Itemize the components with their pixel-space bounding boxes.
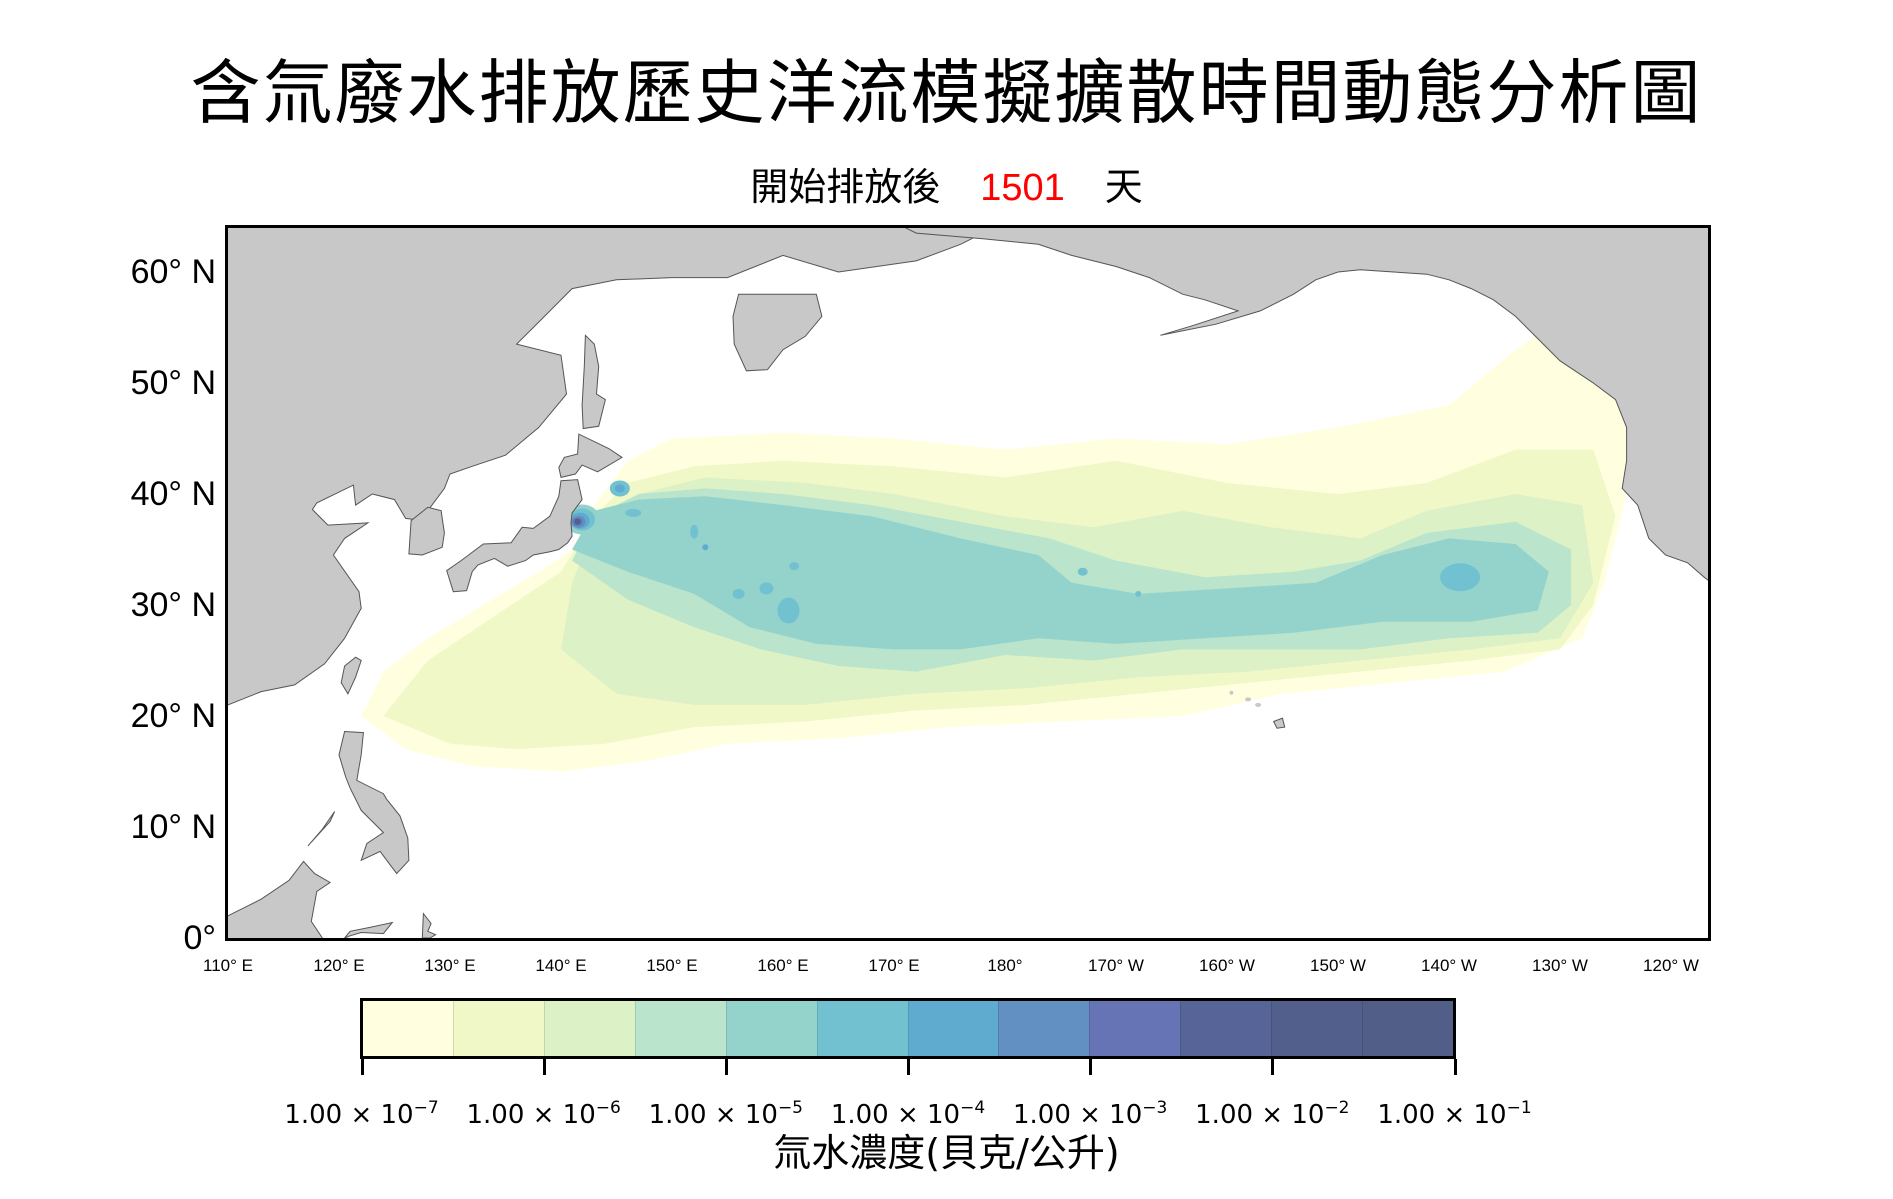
colorbar-segment <box>543 1001 635 1056</box>
contour-spot <box>690 524 699 539</box>
tick-exponent: −2 <box>1324 1098 1350 1118</box>
land-sakhalin <box>581 334 606 430</box>
x-tick-label: 160° W <box>1199 956 1255 975</box>
colorbar-segment <box>816 1001 908 1056</box>
contour-spot <box>614 484 625 493</box>
land-halmahera <box>421 912 437 938</box>
contour-source-core <box>574 518 581 525</box>
map-plot-area <box>225 225 1711 941</box>
x-tick-label: 130° W <box>1532 956 1588 975</box>
y-tick-label: 0° <box>183 919 216 957</box>
x-tick-label: 140° W <box>1421 956 1477 975</box>
x-tick-label: 170° E <box>868 956 920 975</box>
x-tick-label: 170° W <box>1088 956 1144 975</box>
colorbar-segment <box>1362 1001 1454 1056</box>
x-tick-label: 120° E <box>313 956 365 975</box>
colorbar-tick <box>1089 1059 1093 1075</box>
colorbar-segment <box>1271 1001 1363 1056</box>
contour-spot <box>759 582 774 595</box>
tick-mantissa: 1.00 × 10 <box>830 1100 961 1130</box>
x-tick-label: 110° E <box>203 956 253 975</box>
colorbar-segment <box>363 1001 453 1056</box>
colorbar-tick-label: 1.00 × 10−3 <box>990 1090 1190 1133</box>
contour-spot <box>702 544 709 551</box>
colorbar-segment <box>634 1001 726 1056</box>
x-tick-label: 150° E <box>646 956 698 975</box>
subtitle-suffix: 天 <box>1104 165 1143 209</box>
colorbar-tick-label: 1.00 × 10−2 <box>1172 1090 1372 1133</box>
y-tick-label: 10° N <box>130 808 216 846</box>
x-tick-label: 120° W <box>1643 956 1699 975</box>
land-hokkaido <box>558 433 623 479</box>
contour-spot-eastern <box>1440 563 1481 592</box>
y-tick-label: 20° N <box>130 697 216 735</box>
land-hawaii-islet <box>1229 690 1234 695</box>
colorbar-tick <box>907 1059 910 1075</box>
land-japan <box>446 479 583 593</box>
x-tick-label: 180° <box>987 956 1023 975</box>
contour-spot <box>1077 567 1088 576</box>
tick-exponent: −6 <box>595 1098 621 1118</box>
y-tick-label: 60° N <box>130 253 216 291</box>
contour-spot <box>732 588 745 599</box>
y-tick-label: 50° N <box>130 364 216 402</box>
subtitle-prefix: 開始排放後 <box>750 165 941 209</box>
colorbar-tick <box>1271 1059 1275 1075</box>
land-borneo <box>228 860 332 938</box>
colorbar-tick <box>542 1059 546 1075</box>
colorbar-segment <box>1089 1001 1181 1056</box>
land-hawaii-islet <box>1255 702 1262 707</box>
land-sulawesi <box>344 921 394 938</box>
tick-mantissa: 1.00 × 10 <box>1012 1100 1143 1130</box>
land-hawaii-islet <box>1245 697 1252 702</box>
colorbar-tick-label: 1.00 × 10−5 <box>626 1090 826 1133</box>
colorbar-tick <box>724 1059 728 1075</box>
x-tick-label: 140° E <box>535 956 587 975</box>
contour-spot <box>777 597 800 624</box>
colorbar-tick-label: 1.00 × 10−4 <box>808 1090 1008 1133</box>
land-hawaii <box>1272 717 1286 729</box>
contour-spot <box>625 508 642 517</box>
colorbar-segment <box>725 1001 817 1056</box>
tick-mantissa: 1.00 × 10 <box>284 1100 414 1130</box>
chart-title: 含氚廢水排放歷史洋流模擬擴散時間動態分析圖 <box>190 52 1703 134</box>
colorbar <box>360 998 1456 1059</box>
y-tick-label: 40° N <box>130 475 216 513</box>
tick-exponent: −7 <box>413 1098 439 1118</box>
land-philippines <box>338 730 410 875</box>
x-tick-label: 130° E <box>424 956 476 975</box>
day-counter: 1501 <box>980 167 1065 209</box>
colorbar-segment <box>998 1001 1090 1056</box>
tick-mantissa: 1.00 × 10 <box>466 1100 596 1130</box>
colorbar-segment <box>452 1001 544 1056</box>
x-tick-label: 150° W <box>1310 956 1366 975</box>
colorbar-tick <box>1453 1059 1457 1075</box>
contour-level-5 <box>572 496 1549 650</box>
tick-exponent: −3 <box>1142 1098 1168 1118</box>
tick-mantissa: 1.00 × 10 <box>648 1100 778 1130</box>
tick-exponent: −4 <box>960 1098 986 1118</box>
colorbar-tick-label: 1.00 × 10−1 <box>1355 1090 1555 1133</box>
chart-subtitle: 開始排放後 1501 天 <box>0 162 1893 213</box>
colorbar-label: 氚水濃度(貝克/公升) <box>773 1131 1120 1175</box>
y-tick-label: 30° N <box>130 586 216 624</box>
x-tick-label: 160° E <box>757 956 809 975</box>
contour-spot <box>1135 590 1142 597</box>
map-svg <box>228 228 1708 938</box>
land-north-america <box>904 228 1708 581</box>
colorbar-tick-label: 1.00 × 10−6 <box>444 1090 644 1133</box>
colorbar-segment <box>907 1001 999 1056</box>
land-korea <box>408 506 445 556</box>
contour-spot <box>789 562 800 571</box>
tick-mantissa: 1.00 × 10 <box>1377 1100 1507 1130</box>
tick-mantissa: 1.00 × 10 <box>1195 1100 1325 1130</box>
colorbar-tick-label: 1.00 × 10−7 <box>262 1090 462 1133</box>
land-taiwan <box>340 656 362 695</box>
colorbar-segment <box>1180 1001 1272 1056</box>
land-kamchatka <box>732 293 823 372</box>
tick-exponent: −1 <box>1506 1098 1532 1118</box>
tick-exponent: −5 <box>777 1098 803 1118</box>
land-palawan <box>307 811 336 847</box>
colorbar-tick <box>360 1059 364 1075</box>
